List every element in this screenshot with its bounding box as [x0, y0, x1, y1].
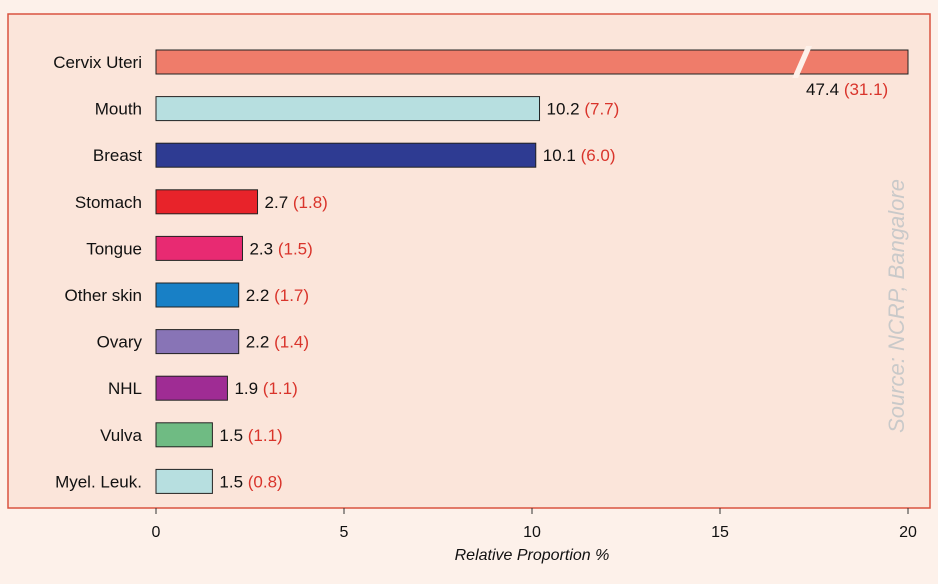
- bar: [155, 235, 243, 261]
- value-label: 2.2 (1.4): [246, 333, 309, 352]
- category-label: Stomach: [75, 193, 142, 212]
- value-label: 10.1 (6.0): [543, 146, 616, 165]
- bar: [155, 142, 537, 168]
- bar: [155, 375, 228, 401]
- value-label: 47.4 (31.1): [806, 80, 888, 99]
- value-main: 2.7: [265, 193, 293, 212]
- axis-break-mark: [792, 46, 813, 78]
- x-tick-label: 15: [711, 524, 729, 541]
- x-tick-label: 20: [899, 524, 917, 541]
- category-label: NHL: [108, 379, 142, 398]
- value-secondary: (1.7): [274, 286, 309, 305]
- bars-group: Cervix Uteri 47.4 (31.1) Mouth 10.2 (7.7) Br…: [53, 46, 909, 494]
- category-label: Myel. Leuk.: [55, 472, 142, 491]
- category-label: Ovary: [97, 333, 143, 352]
- category-label: Other skin: [65, 286, 142, 305]
- value-label: 2.2 (1.7): [246, 286, 309, 305]
- value-main: 1.5: [219, 472, 247, 491]
- category-label: Breast: [93, 146, 142, 165]
- bar: [155, 282, 240, 308]
- bar: [155, 49, 909, 75]
- value-label: 10.2 (7.7): [547, 100, 620, 119]
- value-main: 2.3: [249, 239, 277, 258]
- category-label: Cervix Uteri: [53, 53, 142, 72]
- bar: [155, 422, 213, 448]
- value-secondary: (6.0): [581, 146, 616, 165]
- x-tick-label: 0: [152, 524, 161, 541]
- value-secondary: (1.1): [263, 379, 298, 398]
- x-axis-title: Relative Proportion %: [455, 547, 610, 564]
- value-label: 1.5 (0.8): [219, 472, 282, 491]
- x-tick-label: 5: [340, 524, 349, 541]
- bar: [155, 189, 259, 215]
- value-secondary: (1.5): [278, 239, 313, 258]
- value-main: 2.2: [246, 333, 274, 352]
- value-secondary: (0.8): [248, 472, 283, 491]
- value-secondary: (1.8): [293, 193, 328, 212]
- x-tick-label: 10: [523, 524, 541, 541]
- value-secondary: (1.1): [248, 426, 283, 445]
- category-label: Tongue: [86, 239, 142, 258]
- bar: [155, 468, 213, 494]
- value-label: 2.3 (1.5): [249, 239, 312, 258]
- value-secondary: (7.7): [584, 100, 619, 119]
- value-label: 1.5 (1.1): [219, 426, 282, 445]
- value-label: 1.9 (1.1): [234, 379, 297, 398]
- value-secondary: (31.1): [844, 80, 888, 99]
- x-axis: 0 5 10 15 20: [152, 508, 917, 541]
- plot-area: [7, 13, 931, 509]
- value-main: 1.9: [234, 379, 262, 398]
- value-secondary: (1.4): [274, 333, 309, 352]
- source-annotation: Source: NCRP, Bangalore: [884, 179, 909, 433]
- value-main: 2.2: [246, 286, 274, 305]
- bar: [155, 96, 541, 122]
- value-main: 1.5: [219, 426, 247, 445]
- value-main: 47.4: [806, 80, 844, 99]
- value-main: 10.1: [543, 146, 581, 165]
- category-label: Vulva: [100, 426, 142, 445]
- value-label: 2.7 (1.8): [265, 193, 328, 212]
- category-label: Mouth: [95, 100, 142, 119]
- value-main: 10.2: [547, 100, 585, 119]
- bar: [155, 329, 240, 355]
